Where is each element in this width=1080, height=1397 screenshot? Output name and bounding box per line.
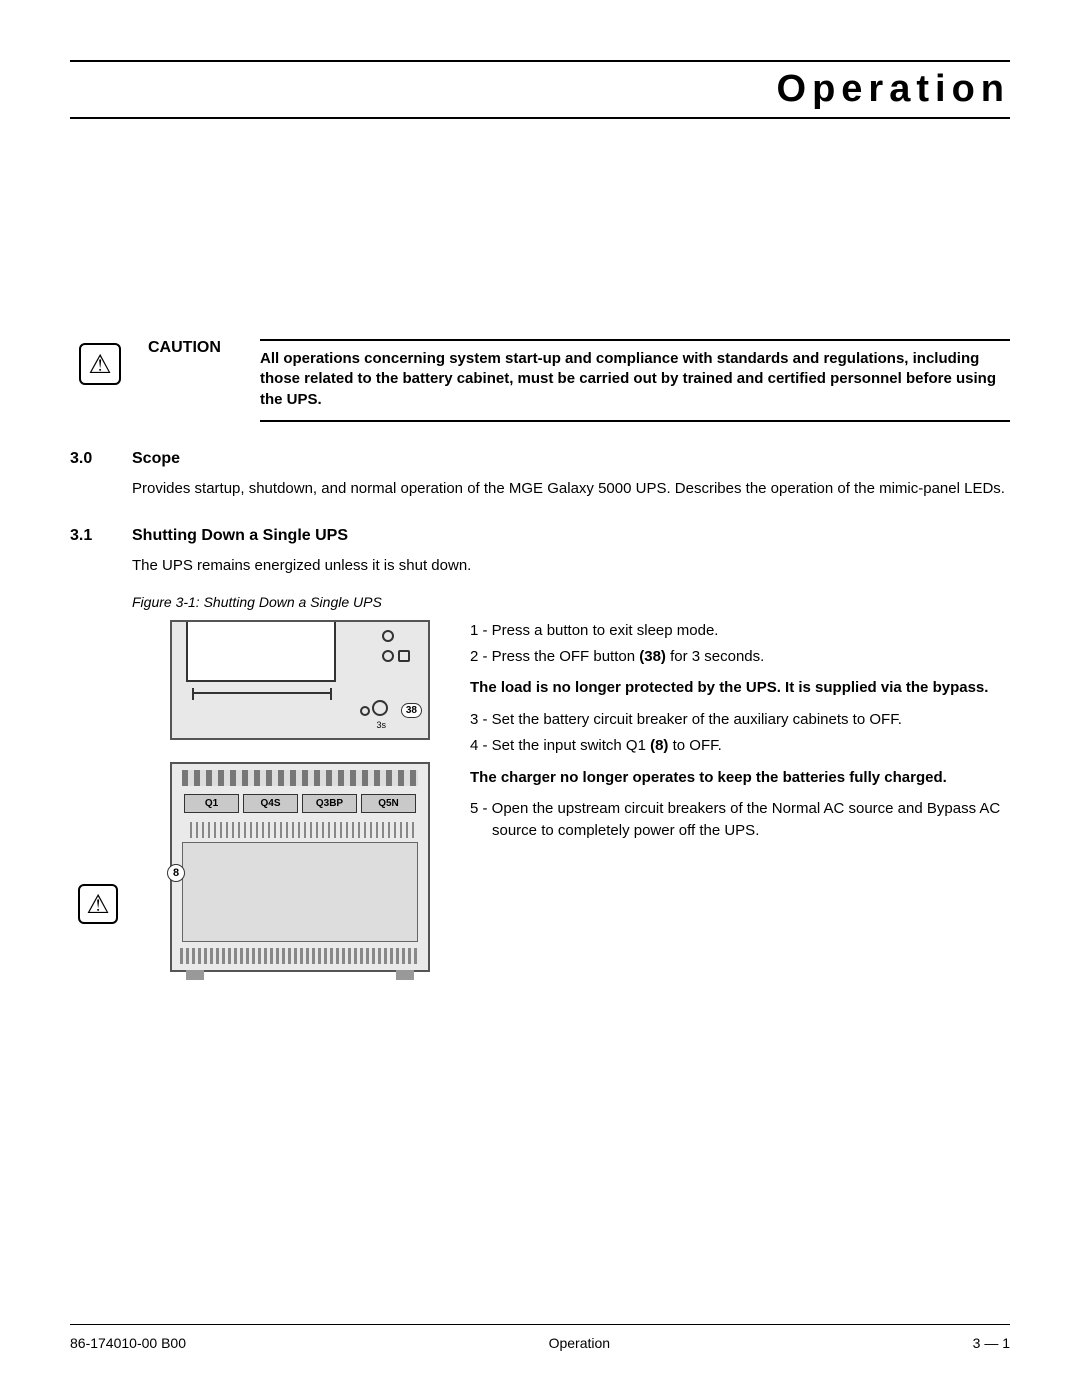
led-icon [382,630,394,642]
warning-triangle-icon: ⚠ [78,884,118,924]
steps-column: 1 - Press a button to exit sleep mode. 2… [470,620,1010,846]
cabinet-inner [182,842,418,942]
button-row [192,692,332,694]
terminal-row [186,822,414,838]
section-title: Scope [132,450,180,468]
chapter-title: Operation [777,68,1010,110]
breaker-row: Q1 Q4S Q3BP Q5N [184,794,416,813]
side-warning-icon: ⚠ [78,880,118,924]
breaker-q4s: Q4S [243,794,298,813]
step-2-text: 2 - Press the OFF button [470,648,639,665]
step-2: 2 - Press the OFF button (38) for 3 seco… [470,646,1010,668]
diagrams-column: 38 3s Q1 Q4S Q3BP Q5N 8 [170,620,450,972]
step-4-text: 4 - Set the input switch Q1 [470,737,650,754]
page-footer: 86-174010-00 B00 Operation 3 — 1 [70,1324,1010,1351]
screen-rect [186,622,336,682]
cabinet-foot [396,970,414,980]
section-shutdown: 3.1 Shutting Down a Single UPS The UPS r… [70,527,1010,576]
caution-icon-wrap: ⚠ [70,339,130,385]
breaker-q1: Q1 [184,794,239,813]
caution-text: CAUTION All operations concerning system… [148,339,1010,422]
step-4-ref: (8) [650,737,668,754]
cabinet-top-vents [182,770,418,786]
warning-triangle-icon: ⚠ [79,343,121,385]
section-scope: 3.0 Scope Provides startup, shutdown, an… [70,450,1010,499]
section-body: The UPS remains energized unless it is s… [132,555,1010,576]
warning-bold-2: The charger no longer operates to keep t… [470,767,1010,789]
figure-row: 38 3s Q1 Q4S Q3BP Q5N 8 1 - Press a butt… [170,620,1010,972]
caution-label: CAUTION [148,339,238,422]
under-rule [70,117,1010,119]
section-number: 3.0 [70,450,106,468]
label-3s: 3s [376,720,386,730]
caution-body: All operations concerning system start-u… [260,349,1010,410]
section-number: 3.1 [70,527,106,545]
step-4-tail: to OFF. [668,737,721,754]
triangle-glyph: ⚠ [86,889,109,920]
footer-doc-number: 86-174010-00 B00 [70,1335,186,1351]
led-icon [398,650,410,662]
section-title: Shutting Down a Single UPS [132,527,348,545]
warning-bold-1: The load is no longer protected by the U… [470,677,1010,699]
triangle-glyph: ⚠ [88,349,111,380]
footer-page: 3 — 1 [973,1335,1010,1351]
step-2-ref: (38) [639,648,666,665]
led-icon [382,650,394,662]
step-2-tail: for 3 seconds. [666,648,764,665]
callout-38: 38 [401,703,422,718]
caution-bottom-rule [260,420,1010,422]
button-icon [360,706,370,716]
section-body: Provides startup, shutdown, and normal o… [132,478,1010,499]
off-button-icon [372,700,388,716]
title-row: Operation [70,68,1010,111]
cabinet-bottom-vents [180,948,420,964]
step-5: 5 - Open the upstream circuit breakers o… [470,798,1010,842]
step-3: 3 - Set the battery circuit breaker of t… [470,709,1010,731]
caution-top-rule [260,339,1010,341]
footer-chapter: Operation [549,1335,610,1351]
control-panel-diagram: 38 3s [170,620,430,740]
cabinet-foot [186,970,204,980]
callout-8: 8 [167,864,185,882]
breaker-q3bp: Q3BP [302,794,357,813]
cabinet-diagram: Q1 Q4S Q3BP Q5N 8 [170,762,430,972]
step-4: 4 - Set the input switch Q1 (8) to OFF. [470,735,1010,757]
figure-caption: Figure 3-1: Shutting Down a Single UPS [132,594,1010,610]
breaker-q5n: Q5N [361,794,416,813]
top-rule [70,60,1010,62]
step-1: 1 - Press a button to exit sleep mode. [470,620,1010,642]
caution-block: ⚠ CAUTION All operations concerning syst… [70,339,1010,422]
